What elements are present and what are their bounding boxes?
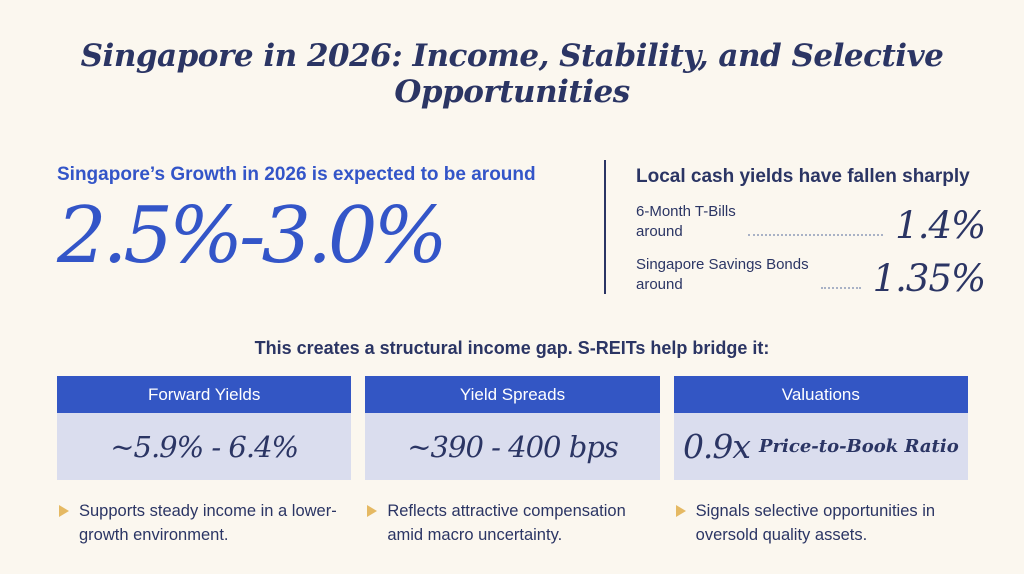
triangle-bullet-icon [59, 505, 69, 517]
card-value: 0.9x Price-to-Book Ratio [673, 413, 968, 480]
triangle-bullet-icon [675, 505, 686, 517]
cash-yield-row: 6-Month T-Bills around 1.4% [636, 202, 986, 247]
card-yield-spreads: Yield Spreads ~390 - 400 bps [365, 376, 660, 480]
card-header: Valuations [673, 376, 968, 413]
cash-yield-instrument: Singapore Savings Bonds [636, 256, 809, 273]
cash-yield-value: 1.4% [895, 203, 986, 247]
card-forward-yields: Forward Yields ~5.9% - 6.4% [57, 376, 352, 480]
note-text: Signals selective opportunities in overs… [695, 502, 936, 544]
note-text: Supports steady income in a lower-growth… [79, 502, 337, 544]
cash-yield-value: 1.35% [872, 256, 987, 300]
bridge-statement: This creates a structural income gap. S-… [254, 338, 770, 358]
note-yield-spreads: Reflects attractive compensation amid ma… [365, 500, 659, 548]
valuation-multiple: 0.9x [682, 427, 751, 466]
cash-yield-label: 6-Month T-Bills around [636, 202, 736, 241]
growth-section: Singapore’s Growth in 2026 is expected t… [57, 160, 604, 294]
cash-yield-instrument: 6-Month T-Bills [636, 203, 736, 220]
top-section: Singapore’s Growth in 2026 is expected t… [57, 160, 986, 297]
dotted-leader [820, 287, 861, 289]
page-title: Singapore in 2026: Income, Stability, an… [80, 38, 944, 110]
card-value: ~5.9% - 6.4% [57, 413, 352, 480]
cash-yield-label: Singapore Savings Bonds around [636, 255, 809, 294]
card-valuations: Valuations 0.9x Price-to-Book Ratio [673, 376, 968, 480]
triangle-bullet-icon [367, 505, 378, 517]
note-text: Reflects attractive compensation amid ma… [387, 502, 626, 544]
cash-yield-sublabel: around [636, 222, 683, 240]
note-forward-yields: Supports steady income in a lower-growth… [57, 500, 351, 548]
cash-yield-row: Singapore Savings Bonds around 1.35% [636, 255, 987, 300]
note-valuations: Signals selective opportunities in overs… [674, 500, 968, 548]
growth-heading: Singapore’s Growth in 2026 is expected t… [57, 164, 536, 185]
growth-range-value: 2.5%-3.0% [57, 191, 448, 281]
dotted-leader [747, 234, 884, 236]
card-header: Forward Yields [57, 376, 352, 413]
cash-yield-sublabel: around [636, 275, 683, 293]
cash-yields-heading: Local cash yields have fallen sharply [636, 166, 970, 187]
metric-cards: Forward Yields ~5.9% - 6.4% Yield Spread… [57, 376, 968, 480]
valuation-suffix: Price-to-Book Ratio [759, 436, 959, 457]
card-notes: Supports steady income in a lower-growth… [57, 500, 968, 548]
cash-yields-section: Local cash yields have fallen sharply 6-… [604, 160, 987, 300]
card-value: ~390 - 400 bps [365, 413, 660, 480]
card-header: Yield Spreads [365, 376, 660, 413]
